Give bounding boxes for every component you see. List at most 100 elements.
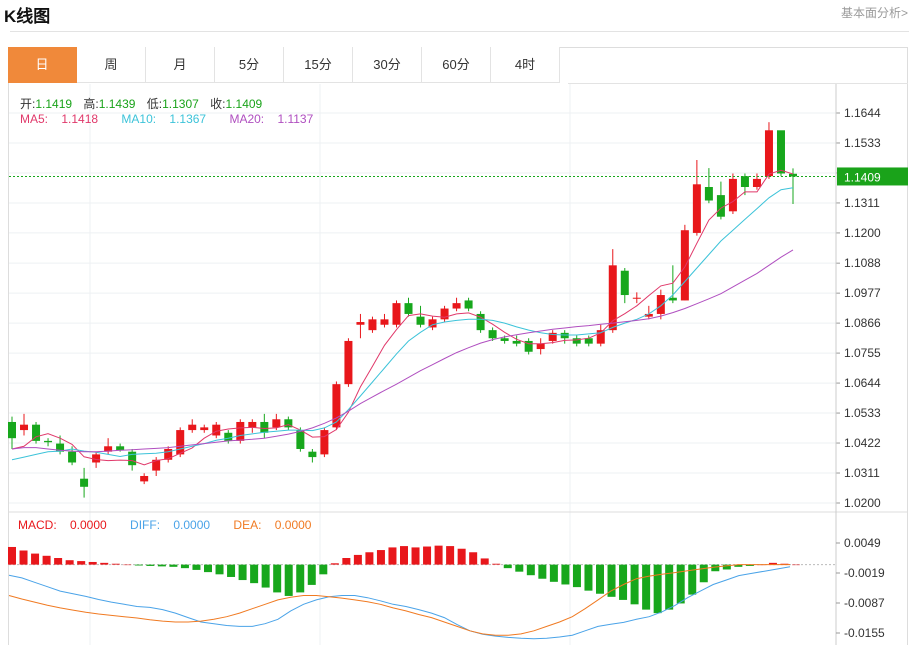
macd-histogram-bar (745, 564, 754, 566)
candle-body (524, 340, 533, 352)
price-tick-label: 1.0422 (844, 436, 881, 450)
macd-readout: MACD: 0.0000 DIFF: 0.0000 DEA: 0.0000 (18, 518, 331, 532)
candle-body (176, 430, 185, 455)
macd-histogram-bar (157, 564, 166, 567)
dea-line (8, 564, 790, 636)
ma20-label: MA20: (229, 112, 268, 126)
fundamental-analysis-link[interactable]: 基本面分析> (840, 6, 908, 20)
dea-value: 0.0000 (274, 518, 312, 532)
macd-histogram-bar (596, 564, 604, 594)
candle-body (752, 178, 761, 188)
ma5-value: 1.1418 (61, 112, 99, 126)
candle-body (680, 230, 689, 301)
ma10-label: MA10: (121, 112, 160, 126)
macd-histogram-bar (250, 564, 259, 584)
tab-week[interactable]: 周 (77, 47, 146, 83)
tabs-divider (568, 83, 908, 84)
last-price-label: 1.1409 (844, 170, 881, 184)
candle-body (152, 459, 161, 471)
candle-body (476, 313, 485, 331)
macd-histogram-bar (446, 546, 455, 565)
candle-body (188, 424, 197, 431)
ohlc-readout: 开:1.1419 高:1.1439 低:1.1307 收:1.1409 (20, 95, 262, 112)
diff-value: 0.0000 (173, 518, 211, 532)
macd-histogram-bar (111, 563, 120, 565)
tab-month[interactable]: 月 (146, 47, 215, 83)
candle-body (380, 319, 389, 325)
macd-histogram-bar (480, 558, 489, 565)
candle-body (236, 421, 245, 441)
macd-histogram-bar (711, 564, 720, 572)
macd-histogram-bar (584, 564, 593, 591)
candle-body (92, 454, 101, 463)
macd-histogram-bar (65, 560, 74, 565)
low-label: 低: (146, 97, 163, 111)
ma20-line (11, 249, 794, 453)
tab-30min[interactable]: 30分 (353, 47, 422, 83)
price-tick-label: 1.1088 (844, 256, 881, 270)
macd-histogram-bar (411, 547, 420, 565)
candle-body (128, 451, 137, 466)
macd-histogram-bar (365, 552, 374, 565)
macd-histogram-bar (768, 562, 777, 565)
macd-histogram-bar (572, 564, 581, 588)
macd-histogram-bar (180, 564, 189, 569)
tab-60min[interactable]: 60分 (422, 47, 491, 83)
dea-label: DEA: (233, 518, 265, 532)
candle-body (356, 322, 365, 325)
price-tick-label: 1.0533 (844, 406, 881, 420)
close-label: 收: (210, 97, 226, 111)
ma-readout: MA5: 1.1418 MA10: 1.1367 MA20: 1.1137 (20, 112, 333, 126)
candle-body (584, 338, 593, 344)
candle-body (68, 451, 77, 463)
open-label: 开: (20, 97, 36, 111)
macd-tick-label: -0.0019 (844, 566, 885, 580)
tab-5min[interactable]: 5分 (215, 47, 284, 83)
price-tick-label: 1.0866 (844, 316, 881, 330)
price-tick-label: 1.0755 (844, 346, 881, 360)
macd-histogram-bar (77, 561, 86, 565)
tab-15min[interactable]: 15分 (284, 47, 353, 83)
macd-histogram-bar (123, 564, 132, 566)
candle-body (596, 330, 605, 344)
header-divider (10, 31, 909, 32)
tab-4hour[interactable]: 4时 (491, 47, 560, 83)
candlestick-series (8, 122, 797, 498)
candle-body (440, 308, 449, 320)
price-tick-label: 1.1200 (844, 226, 881, 240)
macd-histogram-bar (607, 564, 616, 597)
price-tick-label: 1.0200 (844, 496, 881, 510)
macd-histogram-bar (457, 548, 466, 565)
candle-body (344, 340, 353, 385)
macd-histogram-bar (492, 563, 501, 565)
candle-body (224, 432, 233, 441)
candle-body (80, 478, 89, 487)
close-value: 1.1409 (225, 97, 263, 111)
candle-body (500, 338, 509, 341)
price-tick-label: 1.0977 (844, 286, 881, 300)
macd-histogram-bar (699, 564, 708, 583)
macd-panel (8, 545, 836, 640)
macd-histogram-bar (653, 564, 662, 614)
candle-body (20, 424, 29, 431)
macd-histogram-bar (215, 564, 224, 575)
macd-histogram-bar (376, 550, 385, 565)
ma5-label: MA5: (20, 112, 52, 126)
macd-histogram-bar (792, 564, 800, 566)
candle-body (212, 424, 221, 436)
macd-histogram-bar (54, 558, 63, 565)
macd-histogram-bar (434, 545, 443, 565)
tab-day[interactable]: 日 (8, 47, 77, 83)
ma20-value: 1.1137 (277, 112, 314, 126)
candle-body (668, 297, 677, 301)
candle-body (116, 446, 125, 451)
candle-body (164, 448, 173, 460)
candle-body (416, 316, 425, 325)
macd-histogram-bar (8, 546, 16, 565)
candle-body (789, 173, 797, 177)
price-tick-label: 1.1311 (844, 196, 880, 210)
candle-body (368, 319, 377, 331)
page-title: K线图 (4, 7, 51, 26)
macd-histogram-bar (526, 564, 535, 576)
